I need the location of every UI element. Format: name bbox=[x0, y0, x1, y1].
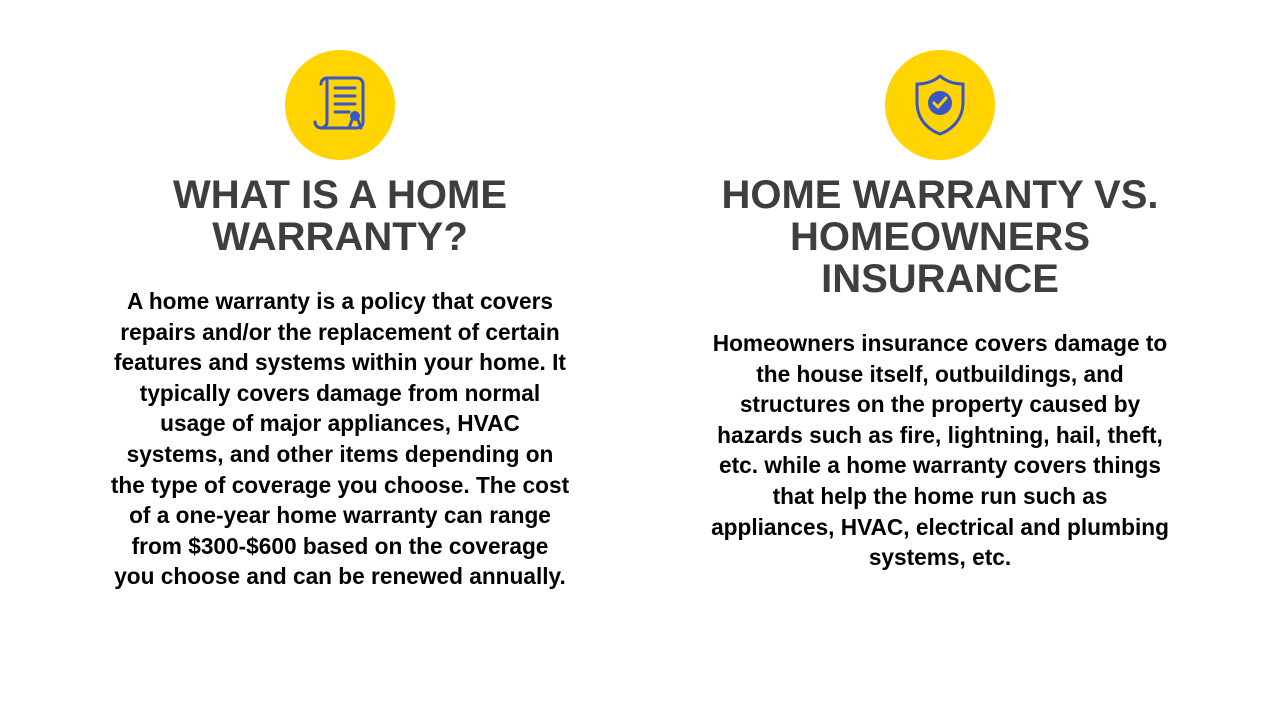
two-column-layout: WHAT IS A HOME WARRANTY? A home warranty… bbox=[90, 50, 1190, 592]
right-heading: HOME WARRANTY VS. HOMEOWNERS INSURANCE bbox=[690, 174, 1190, 300]
shield-check-icon bbox=[885, 50, 995, 160]
right-column: HOME WARRANTY VS. HOMEOWNERS INSURANCE H… bbox=[690, 50, 1190, 592]
scroll-document-icon bbox=[285, 50, 395, 160]
left-body: A home warranty is a policy that covers … bbox=[110, 286, 570, 592]
left-heading: WHAT IS A HOME WARRANTY? bbox=[90, 174, 590, 258]
right-body: Homeowners insurance covers damage to th… bbox=[710, 328, 1170, 573]
left-column: WHAT IS A HOME WARRANTY? A home warranty… bbox=[90, 50, 590, 592]
